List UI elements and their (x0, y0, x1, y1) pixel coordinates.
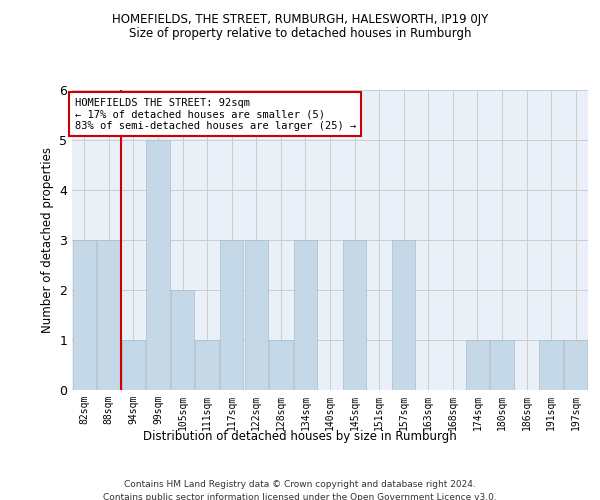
Bar (146, 140, 170, 390)
Bar (245, 240, 268, 390)
Bar (539, 340, 563, 390)
Y-axis label: Number of detached properties: Number of detached properties (41, 147, 53, 333)
Bar (466, 340, 489, 390)
Bar (196, 340, 219, 390)
Text: Contains public sector information licensed under the Open Government Licence v3: Contains public sector information licen… (103, 492, 497, 500)
Text: Contains HM Land Registry data © Crown copyright and database right 2024.: Contains HM Land Registry data © Crown c… (124, 480, 476, 489)
Bar (220, 240, 244, 390)
Bar (97, 240, 121, 390)
Text: Size of property relative to detached houses in Rumburgh: Size of property relative to detached ho… (129, 28, 471, 40)
Bar (392, 240, 415, 390)
Bar (122, 340, 145, 390)
Bar (490, 340, 514, 390)
Text: Distribution of detached houses by size in Rumburgh: Distribution of detached houses by size … (143, 430, 457, 443)
Bar (343, 240, 366, 390)
Text: HOMEFIELDS, THE STREET, RUMBURGH, HALESWORTH, IP19 0JY: HOMEFIELDS, THE STREET, RUMBURGH, HALESW… (112, 12, 488, 26)
Text: HOMEFIELDS THE STREET: 92sqm
← 17% of detached houses are smaller (5)
83% of sem: HOMEFIELDS THE STREET: 92sqm ← 17% of de… (74, 98, 356, 130)
Bar (171, 290, 194, 390)
Bar (73, 240, 96, 390)
Bar (269, 340, 293, 390)
Bar (294, 240, 317, 390)
Bar (564, 340, 587, 390)
